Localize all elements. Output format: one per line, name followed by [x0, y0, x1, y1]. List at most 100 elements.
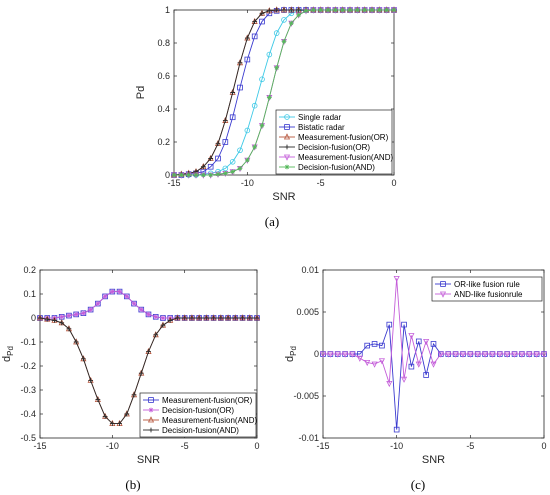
x-tick-label: -5: [317, 178, 325, 188]
data-point: [310, 7, 316, 13]
legend-swatch-marker: [283, 154, 291, 161]
panel-a-pd-vs-snr: -15 -10 -5 0 0 0.2 0.4 0.6 0.8 1 SNR Pd Single radar…: [135, 5, 398, 203]
legend-swatch-marker: [148, 407, 154, 413]
data-point: [232, 315, 238, 321]
data-point: [386, 321, 393, 328]
legend-entry: Decision-fusion(AND): [298, 163, 375, 172]
panel-b-dpd-fusion: -15 -10 -5 0 -0.5 -0.4 -0.3 -0.2 -0.1 0 0.1 0.2 SNR d…: [1, 265, 261, 466]
legend-entry: Decision-fusion(OR): [298, 143, 370, 152]
data-point: [296, 7, 302, 13]
data-point: [274, 65, 280, 71]
data-point: [467, 351, 474, 358]
data-point: [182, 315, 188, 321]
data-point: [354, 7, 360, 13]
data-point: [81, 310, 86, 316]
data-point: [229, 114, 236, 121]
data-point: [222, 139, 229, 145]
y-axis-label: dPd: [284, 346, 298, 362]
y-axis-label-subscript: Pd: [289, 346, 298, 356]
data-point: [518, 351, 525, 358]
data-point: [146, 349, 151, 354]
data-point: [376, 7, 382, 13]
data-point: [171, 172, 177, 178]
legend-entry: Measurement-fusion(AND): [298, 153, 393, 162]
y-tick-label: 0.2: [23, 265, 36, 275]
data-point: [386, 380, 393, 388]
data-point: [281, 38, 287, 44]
data-point: [215, 171, 221, 177]
data-point: [237, 147, 243, 154]
data-point: [88, 378, 94, 383]
data-point: [504, 351, 511, 358]
data-point: [211, 315, 216, 321]
data-point: [251, 33, 258, 40]
data-point: [393, 275, 400, 283]
data-point: [175, 315, 180, 321]
data-point: [237, 166, 243, 171]
data-point: [259, 18, 265, 25]
x-tick-label: -15: [167, 178, 180, 188]
x-axis-label: SNR: [422, 454, 445, 466]
data-point: [196, 315, 202, 321]
y-tick-label: -0.5: [20, 433, 36, 443]
series-and-like-fusionrule: [319, 275, 548, 388]
legend: Measurement-fusion(OR)Decision-fusion(OR…: [139, 392, 257, 438]
legend-entry: Measurement-fusion(OR): [298, 133, 389, 142]
data-point: [325, 7, 331, 13]
legend-entry: Single radar: [298, 113, 341, 122]
legend-swatch-marker: [147, 416, 155, 423]
data-point: [102, 414, 108, 419]
data-point: [146, 312, 151, 317]
data-point: [244, 35, 250, 41]
x-tick-label: -10: [241, 178, 254, 188]
legend-swatch-marker: [283, 133, 291, 140]
caption-c: (c): [411, 477, 425, 492]
y-tick-label: -0.2: [20, 361, 36, 371]
legend-swatch-marker: [284, 164, 290, 170]
data-point: [200, 172, 206, 178]
data-point: [153, 332, 159, 338]
legend-swatch-marker: [148, 397, 154, 403]
data-point: [225, 315, 231, 321]
data-point: [356, 355, 363, 362]
legend-swatch-marker: [284, 114, 290, 120]
data-point: [423, 338, 430, 346]
y-tick-label: -0.3: [20, 385, 36, 395]
data-point: [430, 361, 437, 368]
data-point: [327, 351, 334, 358]
y-tick-label: 0.005: [296, 307, 319, 317]
series-decision-fusion-and-: [171, 7, 397, 178]
data-point: [303, 8, 309, 14]
data-point: [342, 351, 349, 358]
legend-entry: Measurement-fusion(OR): [162, 396, 253, 405]
data-point: [237, 60, 243, 66]
data-point: [230, 90, 236, 95]
data-point: [117, 289, 122, 294]
data-point: [52, 318, 57, 323]
data-point: [533, 351, 540, 358]
legend-swatch-marker: [284, 124, 290, 130]
data-point: [474, 351, 481, 358]
x-axis-label: SNR: [272, 191, 295, 203]
data-point: [318, 7, 324, 13]
data-point: [430, 341, 437, 347]
y-tick-label: 0: [31, 313, 36, 323]
y-tick-label: 0.6: [157, 71, 170, 81]
data-point: [334, 351, 341, 358]
legend-entry: Decision-fusion(OR): [162, 406, 234, 415]
data-point: [124, 294, 130, 299]
x-tick-label: 0: [254, 441, 259, 451]
data-point: [189, 315, 195, 321]
x-tick-label: -15: [316, 441, 329, 451]
data-point: [401, 321, 407, 328]
data-point: [160, 322, 166, 328]
data-point: [347, 7, 353, 13]
data-point: [160, 315, 166, 321]
data-point: [259, 123, 265, 128]
data-point: [254, 315, 260, 321]
series-decision-fusion-and-: [37, 315, 260, 426]
data-point: [102, 294, 108, 299]
data-point: [200, 164, 206, 170]
x-tick-label: -10: [390, 441, 403, 451]
